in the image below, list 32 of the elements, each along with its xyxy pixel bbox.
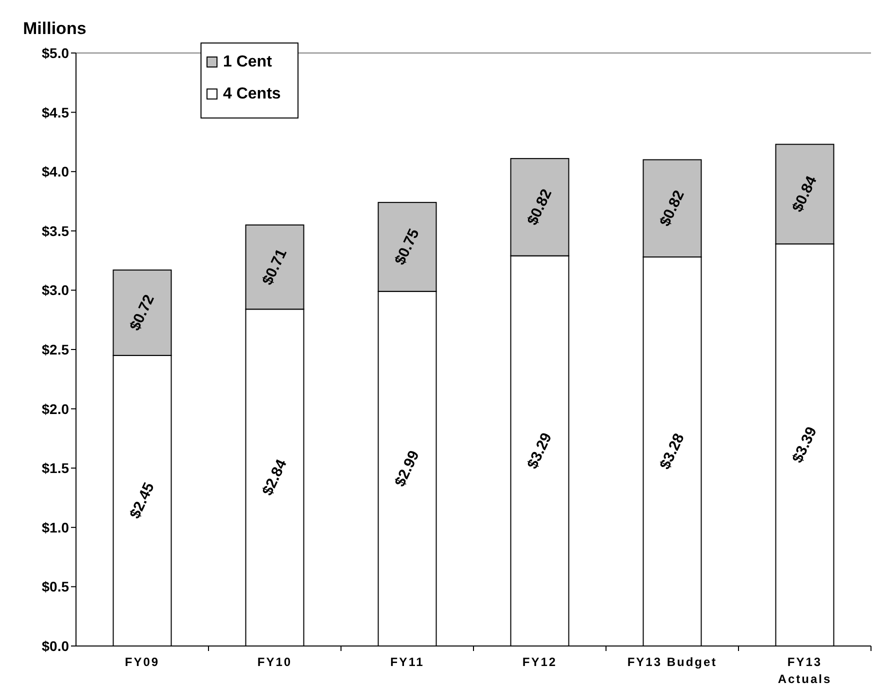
y-tick-label: $0.5 [42,578,70,595]
data-label: $0.72 [126,292,158,334]
data-label: $0.84 [789,172,821,215]
y-axis-title: Millions [23,19,86,38]
y-tick-label: $5.0 [42,45,70,61]
x-tick-label: FY09 [124,655,160,669]
data-label: $2.99 [392,448,423,490]
y-tick-label: $4.0 [42,164,70,180]
data-label: $0.71 [259,246,290,288]
data-label: $2.84 [259,456,291,498]
y-tick-label: $4.5 [42,104,70,120]
data-label: $3.29 [524,430,556,472]
data-label: $2.45 [126,480,158,522]
legend-label: 1 Cent [223,54,273,70]
x-tick-label: FY13 Budget [627,655,718,669]
y-tick-label: $1.5 [42,460,70,476]
y-tick-label: $3.5 [42,222,70,239]
data-label: $0.75 [392,226,423,268]
y-tick-label: $2.0 [42,400,70,417]
data-label: $0.82 [524,186,556,228]
y-tick-label: $1.0 [42,519,70,536]
y-tick-label: $2.5 [42,342,70,358]
legend-label: 4 Cents [223,86,281,102]
x-tick-label: FY13 Actuals [778,655,832,686]
x-tick-label: FY12 [522,655,558,669]
y-tick-label: $3.0 [42,282,70,298]
data-label: $0.82 [656,188,688,229]
y-tick-label: $0.0 [42,638,70,654]
data-label: $3.28 [656,430,688,472]
data-label: $3.39 [789,424,820,466]
x-tick-label: FY11 [390,655,424,669]
x-tick-label: FY10 [257,655,292,669]
